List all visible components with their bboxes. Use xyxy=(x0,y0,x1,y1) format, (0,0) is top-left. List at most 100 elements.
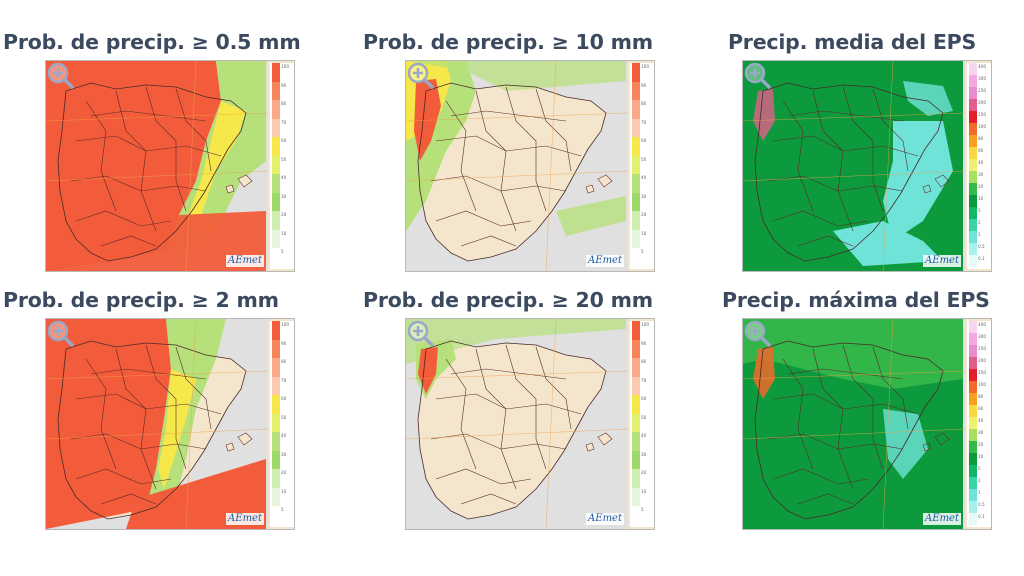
province-border xyxy=(787,368,904,380)
zoom-in-icon[interactable] xyxy=(743,61,771,89)
map-canvas xyxy=(46,319,269,529)
precipitation-field xyxy=(406,319,626,399)
province-border xyxy=(872,346,909,430)
map-canvas xyxy=(406,319,629,529)
legend-label: 300 xyxy=(978,76,986,81)
forecast-map[interactable]: 100 90 80 70 60 50 40 30 20 10 5 AEmet xyxy=(45,318,295,530)
legend-label: 60 xyxy=(978,148,984,153)
legend-label: 250 xyxy=(978,88,986,93)
legend-label: 5 xyxy=(281,249,284,255)
legend-label: 80 xyxy=(641,101,647,107)
precip-contour xyxy=(556,196,626,236)
province-border xyxy=(782,358,814,470)
graticule-line xyxy=(46,428,269,440)
coastline xyxy=(754,82,944,262)
graticule-line xyxy=(882,61,894,271)
province-border xyxy=(772,468,869,485)
province-border xyxy=(75,135,222,157)
legend-label: 10 xyxy=(281,488,287,494)
forecast-map[interactable]: 400 300 250 200 150 100 80 60 40 30 20 10 5 2 1 0.5 0.1 A… xyxy=(742,318,992,530)
island-outline xyxy=(934,432,950,446)
legend-swatch xyxy=(969,405,977,417)
legend-label: 100 xyxy=(641,64,649,69)
aemet-logo: AEmet xyxy=(586,255,624,267)
province-border xyxy=(145,86,187,212)
legend-label: 90 xyxy=(641,82,647,88)
forecast-map[interactable]: 100 90 80 70 60 50 40 30 20 10 5 AEmet xyxy=(45,60,295,272)
legend-label: 30 xyxy=(978,430,984,435)
province-border xyxy=(460,235,517,247)
legend-swatch xyxy=(969,465,977,477)
legend-label: 30 xyxy=(281,451,287,457)
graticule-line xyxy=(743,428,966,440)
legend-swatch xyxy=(969,219,977,231)
legend-swatch xyxy=(272,506,280,526)
aemet-logo: AEmet xyxy=(226,513,264,525)
legend-label: 50 xyxy=(281,414,287,420)
legend-swatch xyxy=(632,358,640,378)
island-outline xyxy=(597,432,613,446)
precip-contour xyxy=(903,81,953,116)
map-canvas xyxy=(406,61,629,271)
legend-swatch xyxy=(969,369,977,381)
legend-label: 0.5 xyxy=(978,244,985,249)
legend-swatch xyxy=(272,413,280,433)
legend-label: 90 xyxy=(281,82,287,88)
color-legend: 100 90 80 70 60 50 40 30 20 10 5 xyxy=(630,321,654,527)
province-border xyxy=(90,368,207,380)
legend-swatch xyxy=(969,147,977,159)
province-border xyxy=(100,493,157,505)
graticule-line xyxy=(185,61,197,271)
forecast-map[interactable]: 100 90 80 70 60 50 40 30 20 10 5 AEmet xyxy=(405,318,655,530)
legend-swatch xyxy=(969,171,977,183)
legend-swatch xyxy=(969,429,977,441)
legend-swatch xyxy=(632,155,640,175)
zoom-in-icon[interactable] xyxy=(406,319,434,347)
legend-label: 20 xyxy=(978,184,984,189)
legend-label: 90 xyxy=(641,340,647,346)
precip-contour xyxy=(753,347,775,399)
legend-swatch xyxy=(272,118,280,138)
zoom-in-icon[interactable] xyxy=(46,61,74,89)
zoom-in-icon[interactable] xyxy=(743,319,771,347)
legend-swatch xyxy=(969,333,977,345)
zoom-in-icon[interactable] xyxy=(46,319,74,347)
legend-label: 30 xyxy=(641,193,647,199)
legend-swatch xyxy=(272,81,280,101)
legend-swatch xyxy=(969,63,977,75)
color-legend: 400 300 250 200 150 100 80 60 40 30 20 10 5 2 1 0.5 0.1 xyxy=(967,321,991,527)
legend-label: 50 xyxy=(281,156,287,162)
legend-label: 400 xyxy=(978,322,986,327)
forecast-map[interactable]: 400 300 250 200 150 100 80 60 40 30 20 10 5 2 1 0.5 0.1 A… xyxy=(742,60,992,272)
graticule-line xyxy=(406,170,629,182)
island-outline xyxy=(237,432,253,446)
legend-label: 5 xyxy=(281,507,284,513)
panel-title: Prob. de precip. ≥ 20 mm xyxy=(363,288,653,312)
legend-label: 30 xyxy=(978,172,984,177)
legend-swatch xyxy=(969,345,977,357)
legend-swatch xyxy=(632,432,640,452)
legend-label: 80 xyxy=(978,394,984,399)
legend-swatch xyxy=(632,450,640,470)
legend-swatch xyxy=(272,137,280,157)
coastline xyxy=(57,82,247,262)
legend-swatch xyxy=(272,432,280,452)
legend-label: 5 xyxy=(641,507,644,513)
province-border xyxy=(450,110,567,122)
zoom-in-icon[interactable] xyxy=(406,61,434,89)
legend-swatch xyxy=(632,211,640,231)
legend-label: 0.1 xyxy=(978,514,985,519)
precipitation-field xyxy=(406,61,626,236)
legend-label: 20 xyxy=(641,212,647,218)
legend-label: 1 xyxy=(978,490,981,495)
province-border xyxy=(85,358,117,470)
legend-label: 60 xyxy=(281,396,287,402)
forecast-map[interactable]: 100 90 80 70 60 50 40 30 20 10 5 AEmet xyxy=(405,60,655,272)
legend-swatch xyxy=(632,376,640,396)
legend-swatch xyxy=(969,231,977,243)
precip-contour xyxy=(406,61,626,91)
province-border xyxy=(535,346,572,430)
legend-swatch xyxy=(969,87,977,99)
legend-swatch xyxy=(969,99,977,111)
legend-swatch xyxy=(969,159,977,171)
